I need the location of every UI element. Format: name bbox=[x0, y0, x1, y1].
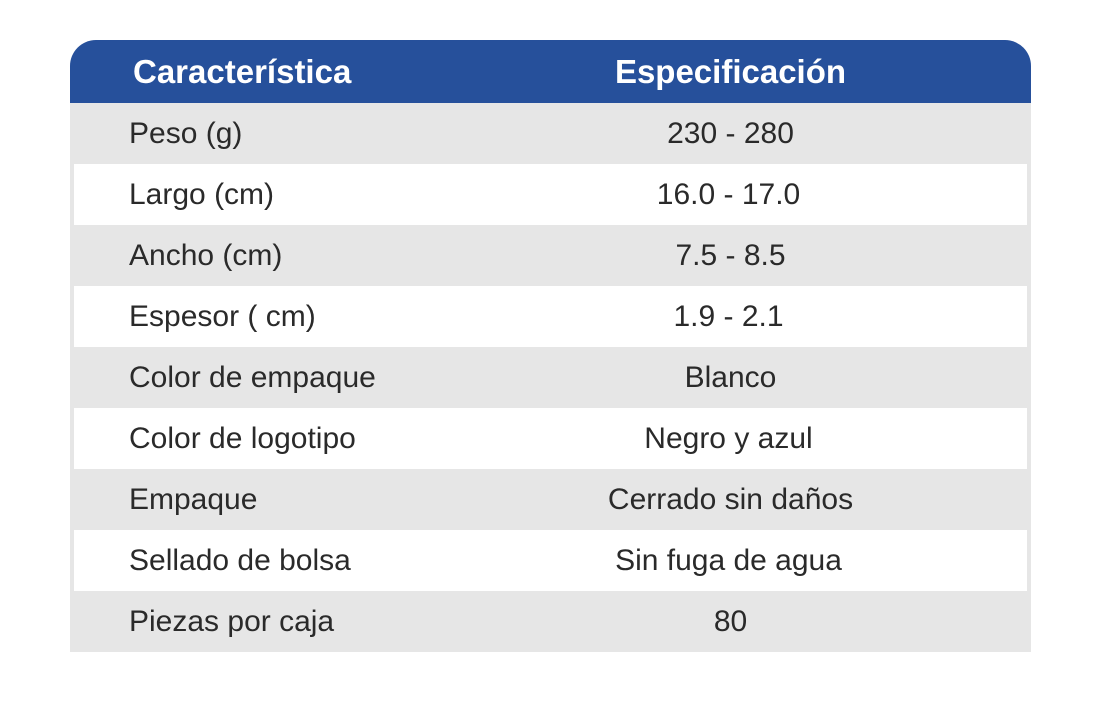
row-label: Piezas por caja bbox=[129, 604, 335, 638]
table-row: Peso (g) 230 - 280 bbox=[70, 103, 1031, 164]
table-header: Característica Especificación bbox=[70, 40, 1031, 103]
table-row: Largo (cm) 16.0 - 17.0 bbox=[70, 164, 1031, 225]
header-caracteristica: Característica bbox=[133, 52, 352, 90]
row-value: 230 - 280 bbox=[667, 116, 794, 150]
table-row: Espesor ( cm) 1.9 - 2.1 bbox=[70, 286, 1031, 347]
row-label: Sellado de bolsa bbox=[129, 543, 351, 577]
table-row: Color de empaque Blanco bbox=[70, 347, 1031, 408]
row-value: Sin fuga de agua bbox=[615, 543, 842, 577]
row-value: 1.9 - 2.1 bbox=[673, 299, 784, 333]
row-label: Empaque bbox=[129, 482, 258, 516]
spec-table: Característica Especificación Peso (g) 2… bbox=[70, 40, 1031, 652]
row-value: 80 bbox=[713, 604, 748, 638]
row-label: Largo (cm) bbox=[129, 177, 275, 211]
row-value: 16.0 - 17.0 bbox=[656, 177, 801, 211]
table-row: Color de logotipo Negro y azul bbox=[70, 408, 1031, 469]
table-row: Ancho (cm) 7.5 - 8.5 bbox=[70, 225, 1031, 286]
table-row: Piezas por caja 80 bbox=[70, 591, 1031, 652]
table-row: Sellado de bolsa Sin fuga de agua bbox=[70, 530, 1031, 591]
row-value: Cerrado sin daños bbox=[607, 482, 854, 516]
row-label: Color de empaque bbox=[129, 360, 376, 394]
row-value: Blanco bbox=[684, 360, 777, 394]
row-label: Ancho (cm) bbox=[129, 238, 283, 272]
row-label: Peso (g) bbox=[129, 116, 243, 150]
row-value: 7.5 - 8.5 bbox=[675, 238, 786, 272]
row-label: Color de logotipo bbox=[129, 421, 356, 455]
row-label: Espesor ( cm) bbox=[129, 299, 316, 333]
table-row: Empaque Cerrado sin daños bbox=[70, 469, 1031, 530]
header-especificacion: Especificación bbox=[614, 52, 847, 90]
row-value: Negro y azul bbox=[644, 421, 813, 455]
